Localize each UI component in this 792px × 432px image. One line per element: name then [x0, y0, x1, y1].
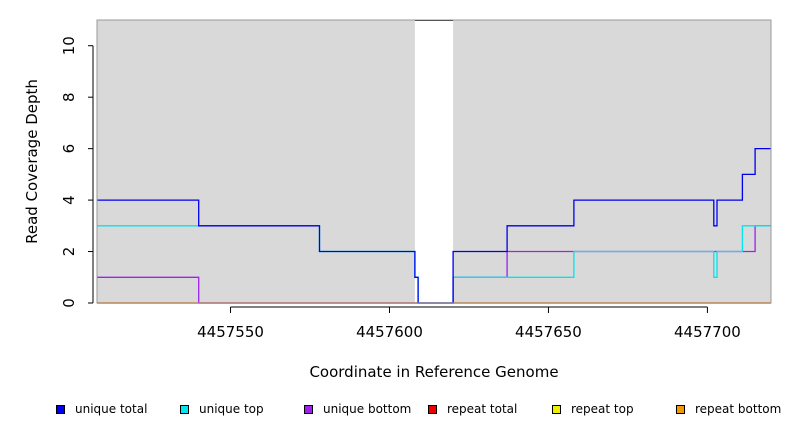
legend-item: unique top [180, 402, 264, 416]
legend-label: repeat bottom [695, 402, 782, 416]
y-tick-label: 4 [60, 195, 78, 205]
y-tick-label: 8 [60, 92, 78, 102]
coverage-chart: 0 2 4 6 8 10 4457550 4457600 4457650 4457700 Coo… [23, 19, 772, 381]
y-tick-label: 0 [60, 298, 78, 308]
legend-swatch [552, 404, 561, 414]
x-axis: 4457550 4457600 4457650 4457700 [197, 306, 741, 341]
x-tick-label: 4457600 [356, 323, 423, 341]
x-tick-label: 4457700 [674, 323, 741, 341]
y-tick-label: 6 [60, 144, 78, 154]
y-axis-label: Read Coverage Depth [23, 79, 41, 244]
uncovered-region [414, 20, 454, 303]
series-line-unique-total [97, 147, 771, 304]
legend-label: unique top [199, 402, 264, 416]
legend-item: repeat top [552, 402, 634, 416]
legend-item: unique bottom [304, 402, 411, 416]
y-tick-label: 10 [60, 36, 78, 55]
legend-swatch [180, 404, 189, 414]
legend-item: unique total [56, 402, 147, 416]
legend-swatch [428, 404, 437, 414]
y-axis: 0 2 4 6 8 10 [60, 36, 94, 308]
y-tick-label: 2 [60, 247, 78, 257]
x-axis-label: Coordinate in Reference Genome [309, 363, 558, 381]
legend-item: repeat total [428, 402, 517, 416]
x-tick-label: 4457650 [515, 323, 582, 341]
legend: unique total unique top unique bottom repea… [0, 402, 792, 416]
legend-label: repeat total [447, 402, 518, 416]
legend-swatch [304, 404, 313, 414]
legend-item: repeat bottom [676, 402, 781, 416]
legend-label: unique total [75, 402, 148, 416]
legend-swatch [676, 404, 685, 414]
legend-label: repeat top [571, 402, 634, 416]
legend-swatch [56, 404, 65, 414]
x-tick-label: 4457550 [197, 323, 264, 341]
legend-label: unique bottom [323, 402, 412, 416]
